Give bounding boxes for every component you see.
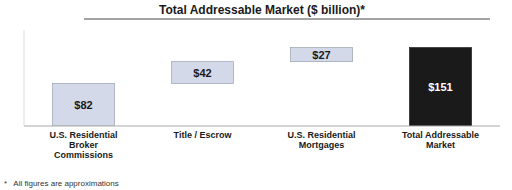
bars — [53, 48, 472, 126]
x-tick-label: U.S. ResidentialBrokerCommissions — [49, 130, 117, 160]
data-label: $151 — [428, 81, 452, 93]
title-underline — [84, 19, 490, 20]
data-label: $82 — [74, 99, 92, 111]
chart-container: Total Addressable Market ($ billion)* $82… — [0, 0, 512, 190]
bar — [172, 62, 234, 84]
data-label: $27 — [312, 49, 330, 61]
bar — [410, 48, 472, 126]
x-tick-label: Total AddressableMarket — [402, 130, 479, 150]
data-labels: $82 $42 $27 $151 — [74, 49, 452, 111]
y-axis-line — [24, 30, 25, 126]
title: Total Addressable Market ($ billion)* — [159, 3, 365, 17]
footnote: * All figures are approximations — [4, 179, 119, 188]
x-axis-line — [24, 126, 500, 127]
bar — [291, 48, 353, 62]
chart: Total Addressable Market ($ billion)* $82… — [0, 0, 512, 190]
x-tick-label: U.S. ResidentialMortgages — [287, 130, 355, 150]
data-label: $42 — [193, 67, 211, 79]
bar — [53, 83, 115, 126]
x-tick-label: Title / Escrow — [174, 130, 233, 140]
